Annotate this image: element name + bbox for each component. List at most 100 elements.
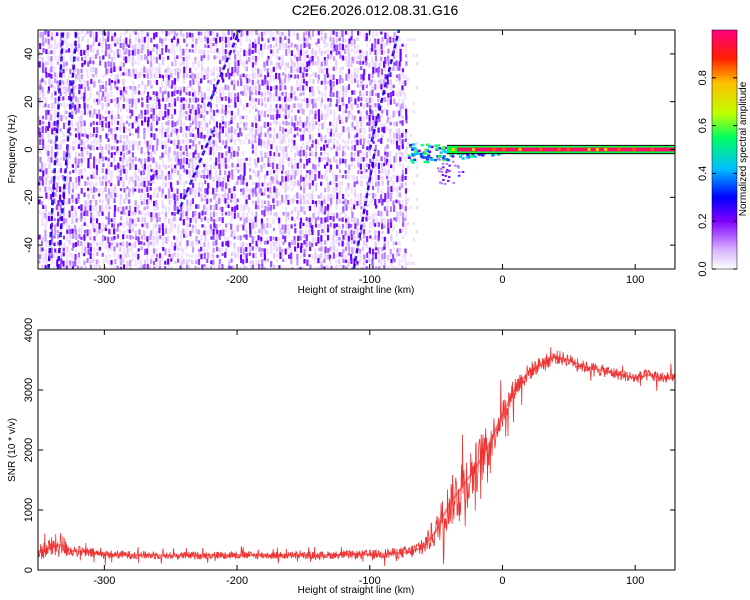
noise-cell	[149, 182, 152, 187]
noise-cell	[239, 48, 242, 53]
noise-cell	[41, 120, 45, 125]
noise-cell	[326, 109, 329, 115]
noise-cell	[95, 264, 98, 269]
noise-cell	[254, 158, 257, 166]
carrier-band-speckle	[557, 148, 561, 151]
noise-cell	[170, 200, 173, 204]
noise-cell	[50, 96, 53, 100]
noise-cell	[383, 163, 386, 167]
noise-cell	[398, 128, 401, 134]
noise-cell	[278, 242, 281, 247]
noise-cell	[380, 79, 383, 85]
noise-cell	[327, 248, 330, 253]
noise-cell	[348, 164, 351, 171]
noise-cell	[170, 223, 173, 229]
noise-cell	[44, 229, 47, 236]
noise-cell	[318, 200, 321, 205]
noise-cell	[204, 121, 207, 126]
noise-cell	[228, 72, 231, 80]
noise-cell	[329, 216, 332, 220]
noise-cell	[147, 164, 150, 172]
noise-cell	[239, 158, 243, 163]
noise-cell	[296, 86, 299, 91]
noise-cell	[409, 262, 412, 265]
snr-x-tick-label: -300	[93, 575, 115, 587]
noise-cell	[339, 54, 342, 59]
noise-cell	[294, 54, 297, 59]
noise-cell	[98, 222, 101, 230]
noise-cell	[228, 54, 231, 60]
noise-cell	[120, 211, 123, 215]
noise-cell	[392, 168, 395, 173]
noise-cell	[60, 199, 63, 204]
noise-cell	[42, 144, 45, 149]
noise-cell	[374, 79, 377, 84]
noise-cell	[336, 192, 339, 200]
noise-cell	[398, 248, 401, 253]
noise-cell	[350, 61, 353, 68]
noise-cell	[222, 92, 225, 98]
noise-cell	[99, 37, 102, 45]
noise-cell	[272, 204, 275, 210]
noise-cell	[320, 205, 323, 213]
noise-cell	[306, 98, 309, 104]
noise-cell	[267, 38, 270, 43]
noise-cell	[125, 174, 128, 181]
noise-cell	[284, 140, 287, 144]
noise-cell	[251, 104, 254, 110]
noise-cell	[324, 134, 327, 140]
noise-cell	[117, 114, 120, 119]
noise-cell	[263, 163, 266, 168]
noise-cell	[138, 114, 141, 119]
noise-cell	[80, 139, 83, 146]
noise-cell	[267, 97, 270, 102]
noise-cell	[215, 139, 218, 146]
noise-cell	[212, 187, 215, 195]
noise-cell	[131, 242, 134, 248]
noise-cell	[251, 85, 254, 91]
noise-cell	[213, 193, 216, 200]
noise-cell	[134, 200, 137, 206]
noise-cell	[300, 44, 303, 50]
noise-cell	[272, 114, 275, 120]
noise-cell	[161, 110, 164, 116]
noise-cell	[279, 144, 282, 152]
noise-cell	[111, 188, 114, 193]
noise-cell	[137, 259, 140, 264]
noise-cell	[212, 241, 215, 247]
noise-cell	[95, 54, 98, 59]
noise-cell	[269, 104, 273, 111]
noise-cell	[260, 252, 263, 258]
noise-cell	[44, 264, 47, 269]
noise-cell	[291, 266, 294, 269]
noise-cell	[77, 252, 81, 258]
noise-cell	[161, 78, 164, 85]
noise-cell	[378, 258, 381, 263]
noise-cell	[176, 194, 179, 202]
noise-cell	[374, 84, 377, 91]
noise-cell	[98, 98, 101, 105]
noise-cell	[176, 258, 180, 263]
noise-cell	[74, 224, 77, 232]
noise-cell	[333, 174, 336, 181]
noise-cell	[378, 115, 381, 123]
noise-cell	[194, 56, 197, 62]
noise-cell	[71, 114, 74, 119]
noise-cell	[323, 56, 327, 62]
noise-cell	[296, 265, 300, 269]
noise-cell	[338, 181, 342, 188]
noise-cell	[50, 240, 54, 246]
noise-cell	[158, 74, 162, 79]
noise-cell	[177, 86, 180, 92]
noise-cell	[401, 144, 404, 150]
noise-cell	[272, 170, 276, 174]
noise-cell	[405, 198, 408, 206]
noise-cell	[365, 168, 368, 173]
noise-cell	[176, 128, 179, 136]
noise-cell	[257, 205, 260, 210]
noise-cell	[201, 264, 204, 269]
noise-cell	[140, 158, 143, 165]
noise-cell	[396, 78, 399, 82]
noise-cell	[113, 205, 117, 212]
